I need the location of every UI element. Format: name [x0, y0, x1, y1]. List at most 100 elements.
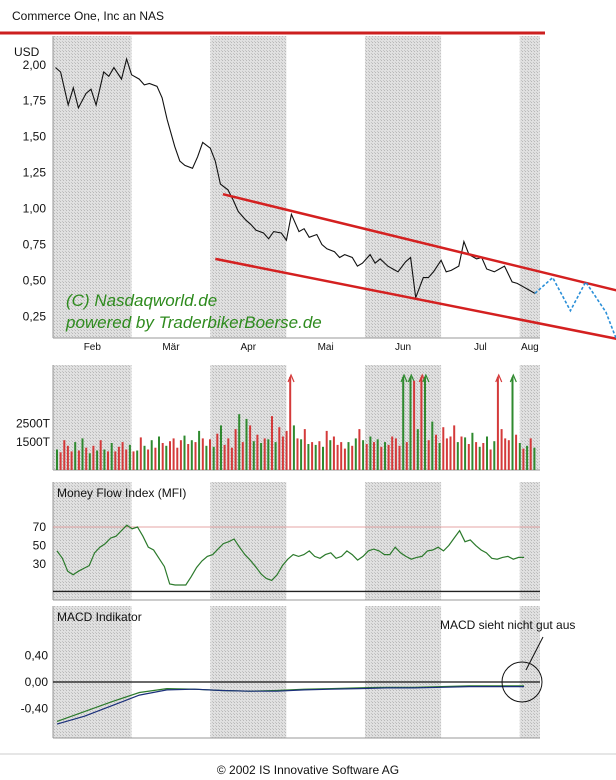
volume-bar: [63, 440, 66, 470]
volume-bar: [252, 441, 255, 470]
volume-bar: [442, 427, 445, 470]
volume-bar: [300, 439, 303, 470]
volume-bar: [117, 446, 120, 471]
volume-bar: [271, 416, 273, 470]
volume-bar: [445, 438, 448, 470]
volume-bar: [307, 444, 310, 470]
volume-bar: [380, 446, 383, 471]
volume-bar: [285, 430, 288, 470]
volume-bar: [325, 430, 328, 470]
shaded-band: [519, 36, 540, 338]
volume-bar: [74, 442, 77, 470]
volume-bar: [456, 442, 459, 470]
macd-tick-label: -0,40: [21, 701, 49, 715]
macd-signal-line: [56, 686, 524, 725]
volume-bar: [154, 447, 157, 470]
volume-bar: [212, 446, 215, 471]
volume-bar: [420, 377, 423, 470]
volume-bar: [223, 444, 226, 470]
volume-bar: [132, 451, 135, 470]
shaded-band: [210, 36, 287, 338]
mfi-title: Money Flow Index (MFI): [57, 486, 186, 500]
volume-bar: [322, 446, 324, 471]
price-tick-label: 0,25: [23, 309, 47, 323]
volume-bar: [230, 447, 233, 470]
volume-bar: [110, 443, 113, 470]
shaded-band: [519, 606, 540, 738]
volume-bar: [522, 448, 525, 470]
forecast-dashed-line: [534, 276, 616, 341]
mfi-tick-label: 30: [33, 557, 47, 571]
volume-bars: [56, 373, 536, 471]
volume-bar: [245, 418, 248, 470]
volume-bar: [435, 434, 437, 470]
mfi-guide-lines: [53, 526, 540, 593]
volume-bar: [77, 450, 80, 470]
volume-bar: [267, 439, 270, 470]
volume-bar: [92, 445, 95, 470]
volume-bar: [515, 434, 518, 470]
shaded-band: [519, 365, 540, 470]
volume-y-ticks: 2500T 1500T: [16, 417, 51, 450]
price-tick-label: 0,75: [23, 238, 47, 252]
volume-bar: [289, 377, 292, 470]
lower-trend-line: [215, 257, 616, 340]
volume-bar: [482, 443, 485, 470]
volume-bar: [96, 450, 99, 470]
month-label: Feb: [84, 342, 102, 353]
volume-bar: [150, 440, 153, 470]
volume-bar: [373, 442, 375, 470]
annotation-circle: [501, 661, 543, 703]
volume-bar: [216, 433, 219, 470]
volume-bar: [405, 442, 408, 470]
shaded-band: [53, 606, 132, 738]
volume-bar: [249, 425, 252, 470]
volume-bar: [460, 436, 463, 470]
volume-bar: [183, 435, 186, 470]
volume-bar: [241, 442, 244, 470]
volume-bar: [340, 442, 343, 470]
volume-bar: [376, 439, 379, 470]
month-label: Jul: [474, 342, 487, 353]
volume-bar: [136, 450, 139, 470]
volume-bar: [402, 377, 405, 470]
price-tick-label: 1,75: [23, 94, 47, 108]
month-label: Mär: [162, 342, 180, 353]
shaded-band: [53, 36, 132, 338]
volume-bar: [387, 444, 390, 470]
volume-bar: [424, 377, 426, 470]
volume-overflow-arrow: [509, 373, 517, 383]
volume-bar: [464, 437, 467, 470]
shaded-band: [53, 482, 132, 600]
month-label: Jun: [395, 342, 411, 353]
volume-bar: [504, 438, 507, 470]
volume-bar: [486, 436, 488, 470]
shaded-month-bands: [53, 36, 540, 738]
volume-bar: [329, 440, 332, 470]
mfi-tick-label: 50: [33, 538, 47, 552]
volume-overflow-arrow: [400, 373, 408, 383]
volume-bar: [88, 453, 91, 470]
price-line: [55, 56, 536, 298]
volume-bar: [66, 445, 69, 470]
volume-bar: [121, 442, 124, 470]
volume-bar: [292, 425, 295, 470]
month-label: Mai: [318, 342, 334, 353]
volume-bar: [351, 445, 354, 470]
price-tick-label: 2,00: [23, 58, 47, 72]
volume-bar: [354, 438, 357, 470]
volume-bar: [533, 447, 536, 470]
volume-bar: [59, 452, 62, 470]
price-tick-label: 1,50: [23, 130, 47, 144]
volume-bar: [198, 430, 201, 470]
volume-bar: [362, 440, 365, 470]
volume-bar: [238, 414, 241, 470]
upper-trend-line: [222, 192, 616, 292]
panel-frames: [52, 36, 540, 739]
volume-bar: [139, 437, 142, 470]
volume-bar: [467, 444, 470, 470]
volume-bar: [438, 443, 441, 470]
volume-bar: [99, 440, 102, 470]
shaded-band: [364, 482, 442, 600]
